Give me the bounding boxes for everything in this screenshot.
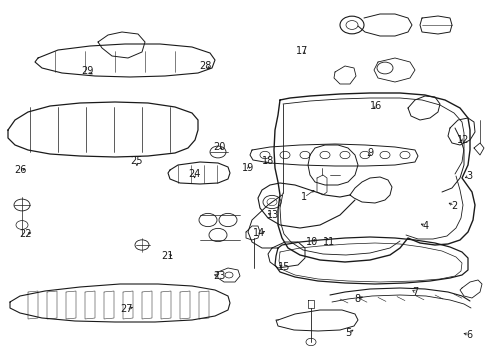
- Text: 12: 12: [456, 135, 469, 145]
- Text: 28: 28: [199, 60, 211, 71]
- Text: 13: 13: [266, 210, 279, 220]
- Text: 19: 19: [242, 163, 254, 174]
- Text: 2: 2: [451, 201, 457, 211]
- Text: 23: 23: [212, 271, 225, 282]
- Text: 21: 21: [161, 251, 173, 261]
- Text: 27: 27: [120, 304, 132, 314]
- Text: 25: 25: [130, 156, 143, 166]
- Text: 16: 16: [369, 101, 382, 111]
- Text: 9: 9: [367, 148, 373, 158]
- Text: 18: 18: [261, 156, 274, 166]
- Text: 4: 4: [422, 221, 427, 231]
- Text: 22: 22: [19, 229, 32, 239]
- Text: 5: 5: [345, 328, 350, 338]
- Text: 17: 17: [295, 46, 308, 56]
- Text: 15: 15: [278, 262, 290, 272]
- Text: 11: 11: [322, 237, 334, 247]
- Text: 24: 24: [188, 168, 201, 179]
- Text: 7: 7: [412, 287, 418, 297]
- Text: 3: 3: [466, 171, 471, 181]
- Text: 6: 6: [466, 330, 471, 340]
- Text: 8: 8: [353, 294, 359, 304]
- Text: 10: 10: [305, 237, 318, 247]
- Text: 26: 26: [14, 165, 27, 175]
- Text: 14: 14: [252, 228, 265, 238]
- Text: 20: 20: [212, 142, 225, 152]
- Text: 29: 29: [81, 66, 93, 76]
- Text: 1: 1: [301, 192, 306, 202]
